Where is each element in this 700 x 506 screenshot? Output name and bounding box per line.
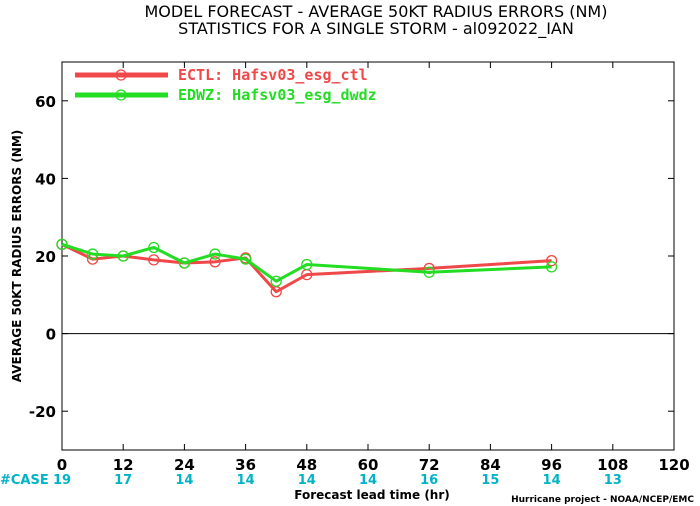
x-tick-label: 120 [658,456,689,474]
case-count: 17 [114,473,132,488]
x-tick-label: 24 [174,456,195,474]
credit-text: Hurricane project - NOAA/NCEP/EMC [511,495,694,505]
case-count: 14 [359,473,377,488]
series-2-point [117,250,129,262]
series-2-point [545,261,558,273]
x-tick-label: 36 [235,456,256,474]
x-axis-label: Forecast lead time (hr) [294,488,450,502]
series-1-point [545,255,558,267]
chart-title: MODEL FORECAST - AVERAGE 50KT RADIUS ERR… [145,2,608,21]
case-count: 16 [420,473,438,488]
x-tick-label: 60 [358,456,379,474]
legend-marker-1 [115,69,127,81]
x-tick-label: 84 [480,456,501,474]
case-count: 14 [543,473,561,488]
series-2-point [239,253,252,265]
y-tick-label: -20 [29,403,56,421]
series-2-point [56,238,68,251]
case-count: 14 [237,473,255,488]
series-2-point [301,258,313,271]
legend-marker-2 [115,89,127,101]
plot-area [61,61,675,451]
series-line-1 [61,243,552,294]
series-2-point [86,248,99,260]
case-count: 19 [53,473,71,488]
series-2-point [270,275,282,287]
series-1-point [209,256,221,268]
legend-label-2: EDWZ: Hafsv03_esg_dwdz [178,86,377,104]
y-tick-label: 60 [35,93,56,111]
x-tick-label: 48 [296,456,317,474]
case-count: 13 [604,473,622,488]
case-label: #CASE [0,473,49,488]
legend-label-1: ECTL: Hafsv03_esg_ctl [178,66,368,84]
series-1-point [148,254,160,266]
x-tick-label: 72 [419,456,440,474]
y-axis-label: AVERAGE 50KT RADIUS ERRORS (NM) [10,130,24,382]
y-tick-label: 20 [35,248,56,266]
case-count: 15 [481,473,499,488]
chart-subtitle: STATISTICS FOR A SINGLE STORM - al092022… [178,19,574,39]
case-count: 14 [298,473,316,488]
series-2-point [148,241,160,254]
x-tick-label: 12 [113,456,134,474]
y-tick-label: 0 [46,326,56,344]
series-2-point [423,266,435,278]
x-tick-label: 96 [541,456,562,474]
series-line-2 [61,242,552,283]
case-count: 14 [175,473,193,488]
x-tick-label: 108 [597,456,628,474]
y-tick-label: 40 [35,170,56,188]
series-2-point [209,248,221,260]
series-2-point [178,257,191,269]
x-tick-label: 0 [57,456,67,474]
